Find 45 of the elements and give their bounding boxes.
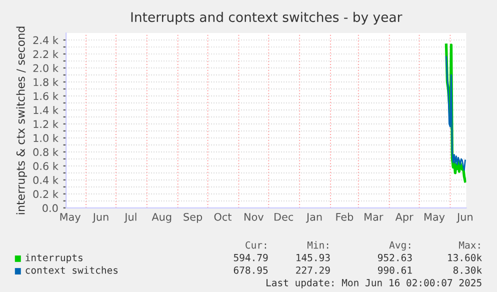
x-tick-label: Oct [214, 212, 232, 221]
x-tick-label: Nov [244, 213, 264, 221]
text: Max: [459, 241, 480, 249]
text: Last update: Mon Jun 16 02:00:07 2025 [266, 278, 482, 288]
y-tick-label: 0.8 k [33, 148, 58, 156]
y-tick-label: 0.6 k [33, 162, 58, 170]
x-tick-label: Aug [152, 213, 172, 223]
x-tick-label: Feb [336, 212, 354, 221]
y-tick-label: 1.2 k [34, 120, 58, 128]
y-tick-label: 1.4 k [34, 106, 58, 114]
x-tick-label: Dec [274, 213, 294, 221]
y-tick-label: 0.0 [42, 204, 58, 212]
x-tick-label: Mar [364, 213, 384, 221]
x-tick-label: Jan [306, 213, 322, 223]
x-tick-label: Apr [395, 213, 414, 223]
text: 952.63 [378, 254, 412, 262]
text: 990.61 [378, 266, 412, 274]
x-tick-label: Sep [184, 212, 202, 223]
text: 594.79 [234, 254, 268, 262]
chart-title: Interrupts and context switches - by year [131, 12, 402, 25]
y-tick-label: 1.8 k [34, 78, 58, 86]
y-tick-label: 0.2 k [33, 190, 58, 198]
text: 678.95 [234, 266, 268, 274]
y-axis-title: interrupts & ctx switches / second [16, 26, 27, 214]
x-tick-label: May [424, 213, 445, 223]
x-tick-label: Jun [92, 213, 108, 223]
y-tick-label: 2.0 k [33, 64, 58, 72]
text: 8.30k [453, 266, 482, 274]
text: Cur: [246, 241, 266, 249]
text: Avg: [389, 241, 410, 251]
y-tick-label: 0.4 k [33, 176, 58, 184]
legend-label: interrupts [26, 254, 82, 264]
line-series [446, 56, 466, 171]
y-tick-label: 2.4 k [33, 36, 58, 44]
x-tick-label: Jul [124, 212, 136, 223]
text: 227.29 [296, 266, 330, 274]
y-tick-label: 2.2 k [33, 50, 58, 58]
text: Min: [308, 241, 328, 249]
y-tick-label: 1.6 k [34, 92, 58, 100]
y-tick-label: 1.0 k [34, 134, 58, 142]
x-tick-label: May [60, 213, 81, 223]
text: 145.93 [296, 254, 330, 262]
legend-label: context switches [26, 266, 118, 274]
x-tick-label: Jun [456, 213, 472, 223]
text: 13.60k [448, 254, 482, 262]
